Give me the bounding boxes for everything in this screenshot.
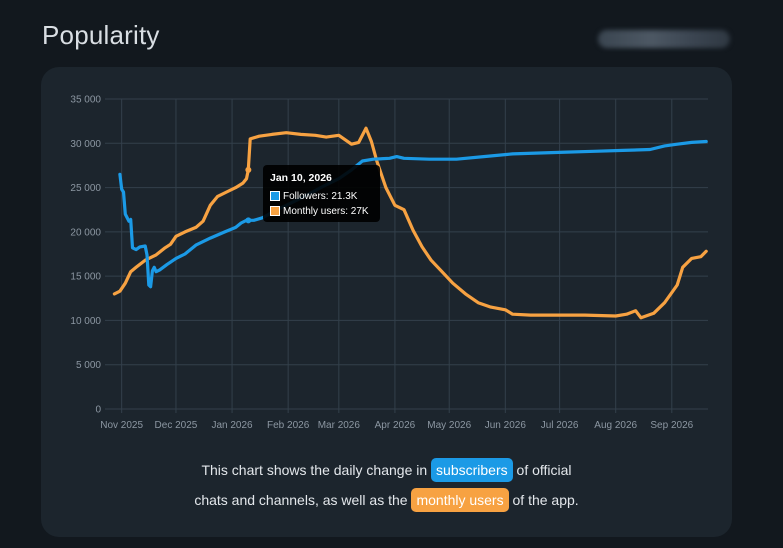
monthly-users-swatch (270, 206, 280, 216)
x-tick-label: Sep 2026 (650, 420, 693, 431)
x-tick-label: Aug 2026 (594, 420, 637, 431)
y-tick-label: 20 000 (70, 227, 101, 238)
chart-series (112, 126, 708, 320)
monthly-users-hover-point (245, 166, 252, 173)
blurred-header-widget[interactable] (598, 30, 730, 48)
caption-text-2a: chats and channels, as well as the (194, 492, 408, 508)
tooltip-row-followers: Followers: 21.3K (270, 189, 357, 203)
x-tick-label: Feb 2026 (267, 420, 310, 431)
x-tick-label: Mar 2026 (318, 420, 361, 431)
tooltip-followers-label: Followers: 21.3K (283, 190, 358, 202)
x-tick-label: Nov 2025 (100, 420, 143, 431)
y-tick-label: 35 000 (70, 95, 101, 106)
x-tick-label: May 2026 (427, 420, 471, 431)
chart-tooltip: Jan 10, 2026 Followers: 21.3K Monthly us… (263, 165, 380, 222)
x-tick-label: Jan 2026 (211, 420, 253, 431)
followers-hover-point (245, 217, 252, 224)
y-tick-label: 10 000 (70, 316, 101, 327)
x-tick-label: Jul 2026 (541, 420, 579, 431)
monthly-users-highlight: monthly users (411, 488, 509, 512)
chart-caption: This chart shows the daily change in sub… (41, 455, 732, 515)
x-tick-label: Jun 2026 (485, 420, 527, 431)
caption-text-2b: of the app. (512, 492, 579, 508)
caption-text-1b: of official (516, 462, 572, 478)
tooltip-monthly-users-label: Monthly users: 27K (283, 205, 369, 217)
x-tick-label: Apr 2026 (375, 420, 416, 431)
caption-line-2: chats and channels, as well as the month… (41, 485, 732, 515)
monthly-users-series-line (112, 126, 708, 320)
y-axis-ticks: 0 5 000 10 000 15 000 20 000 25 000 30 000 35 0… (70, 95, 101, 416)
caption-text-1a: This chart shows the daily change in (201, 462, 428, 478)
tooltip-title: Jan 10, 2026 (270, 172, 332, 184)
page-title: Popularity (42, 20, 160, 50)
y-tick-label: 15 000 (70, 272, 101, 283)
x-axis-ticks: Nov 2025 Dec 2025 Jan 2026 Feb 2026 Mar 2026… (100, 420, 693, 431)
y-tick-label: 25 000 (70, 183, 101, 194)
followers-swatch (270, 191, 280, 201)
chart-grid (105, 98, 708, 413)
caption-line-1: This chart shows the daily change in sub… (41, 455, 732, 485)
x-tick-label: Dec 2025 (155, 420, 198, 431)
y-tick-label: 30 000 (70, 139, 101, 150)
subscribers-highlight: subscribers (431, 458, 513, 482)
y-tick-label: 0 (95, 405, 101, 416)
tooltip-row-monthly-users: Monthly users: 27K (270, 204, 369, 218)
y-tick-label: 5 000 (76, 360, 101, 371)
chart-card (41, 67, 732, 537)
